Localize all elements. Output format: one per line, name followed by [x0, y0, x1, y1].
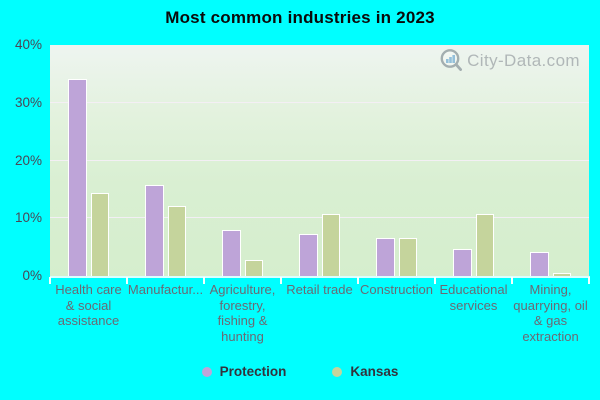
x-tick-0: [49, 277, 51, 284]
x-category-label-4: Retail trade: [286, 282, 353, 297]
x-tick-1: [126, 277, 128, 284]
watermark: City-Data.com: [438, 47, 580, 74]
city-data-magnifier-icon: [440, 49, 463, 72]
bar-kansas-2: [167, 205, 186, 276]
bar-protection-1: [68, 78, 87, 276]
y-tick-label-0%: 0%: [22, 268, 42, 283]
legend: Protection Kansas: [0, 364, 600, 379]
bar-protection-5: [376, 238, 395, 276]
gridline-10: [50, 217, 589, 219]
legend-label-protection: Protection: [219, 364, 287, 379]
legend-label-kansas: Kansas: [350, 364, 399, 379]
x-category-label-3: Agriculture, forestry, fishing & hunting: [209, 282, 276, 344]
x-category-label-1: Health care & social assistance: [55, 282, 122, 328]
plot-area: City-Data.com: [50, 45, 589, 276]
bar-kansas-4: [321, 214, 340, 276]
x-category-label-6: Educational services: [439, 282, 508, 313]
x-axis-labels: Health care & social assistance Manufactu…: [50, 282, 589, 344]
bar-kansas-7: [552, 273, 571, 276]
legend-swatch-kansas: [332, 366, 343, 377]
y-tick-label-20%: 20%: [14, 152, 42, 168]
y-tick-label-40%: 40%: [14, 37, 42, 52]
bar-kansas-3: [244, 259, 263, 276]
bar-kansas-1: [90, 193, 109, 276]
legend-item-kansas: Kansas: [332, 364, 398, 379]
gridline-30: [50, 101, 589, 103]
chart-title: Most common industries in 2023: [165, 8, 435, 27]
bar-protection-6: [453, 249, 472, 276]
bar-protection-3: [222, 229, 241, 276]
legend-swatch-protection: [201, 366, 212, 377]
x-tick-4: [357, 277, 359, 284]
x-tick-5: [434, 277, 436, 284]
watermark-text: City-Data.com: [467, 50, 580, 70]
bar-kansas-6: [475, 214, 494, 276]
x-category-label-7: Mining, quarrying, oil & gas extraction: [513, 282, 588, 344]
x-category-label-5: Construction: [360, 282, 433, 297]
gridline-20: [50, 159, 589, 161]
x-tick-2: [203, 277, 205, 284]
x-tick-6: [511, 277, 513, 284]
legend-item-protection: Protection: [201, 364, 287, 379]
y-tick-label-30%: 30%: [14, 94, 42, 110]
x-tick-3: [280, 277, 282, 284]
x-category-label-2: Manufactur...: [127, 282, 204, 297]
y-tick-label-10%: 10%: [14, 210, 42, 226]
bar-protection-4: [299, 234, 318, 276]
bar-protection-2: [145, 184, 164, 276]
bar-kansas-5: [398, 237, 417, 276]
x-tick-7: [588, 277, 590, 284]
x-axis-line: [50, 276, 590, 278]
bar-protection-7: [530, 251, 549, 276]
